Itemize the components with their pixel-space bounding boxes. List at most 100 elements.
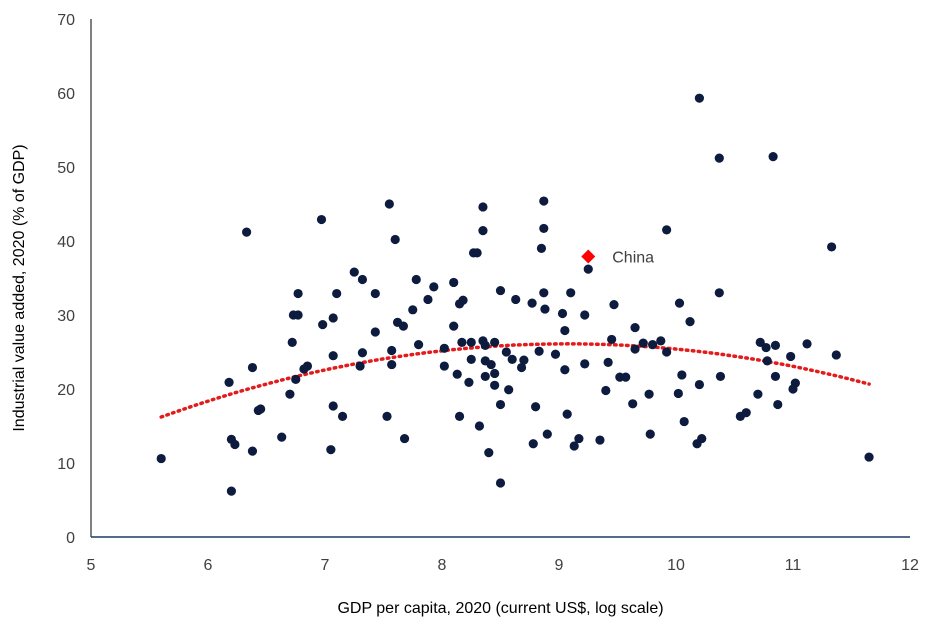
data-point — [464, 377, 474, 387]
data-point — [277, 432, 287, 442]
y-tick-label: 50 — [57, 160, 75, 177]
data-point — [773, 399, 783, 410]
data-point — [662, 225, 672, 235]
data-point — [527, 298, 537, 308]
x-axis-title: GDP per capita, 2020 (current US$, log s… — [337, 600, 663, 617]
data-point — [560, 325, 570, 336]
data-point — [715, 371, 726, 382]
data-point — [539, 196, 549, 206]
data-point — [449, 321, 459, 331]
data-point — [768, 152, 778, 162]
data-point — [638, 338, 648, 348]
data-point — [516, 362, 527, 373]
data-point — [694, 379, 705, 390]
data-point — [630, 344, 640, 354]
data-point — [714, 288, 724, 298]
data-point — [662, 347, 672, 357]
data-point — [677, 370, 687, 380]
data-point — [452, 369, 462, 379]
data-point — [786, 351, 796, 362]
data-point — [328, 351, 338, 361]
x-tick-label: 7 — [321, 557, 330, 574]
data-point — [480, 340, 490, 350]
data-point — [566, 288, 576, 298]
data-point — [484, 448, 494, 458]
data-point — [495, 285, 506, 296]
data-point — [337, 411, 348, 421]
data-point — [741, 408, 751, 418]
china-label: China — [612, 250, 654, 267]
data-point — [291, 374, 301, 384]
data-point — [328, 313, 338, 323]
y-axis-title: Industrial value added, 2020 (% of GDP) — [11, 144, 28, 431]
data-point — [519, 355, 529, 365]
data-point — [316, 214, 327, 225]
data-point — [293, 288, 303, 299]
y-tick-label: 40 — [57, 234, 75, 251]
data-point — [285, 389, 295, 399]
data-point — [714, 153, 724, 163]
data-point — [864, 452, 874, 462]
data-point — [382, 411, 392, 421]
data-point — [256, 404, 266, 414]
data-point — [457, 337, 467, 347]
data-point — [224, 377, 234, 387]
data-point — [466, 354, 476, 364]
data-point — [472, 248, 482, 258]
data-point — [495, 478, 506, 488]
data-point — [411, 274, 421, 285]
data-point — [621, 372, 631, 382]
y-tick-labels: 0 10 20 30 40 50 60 70 — [57, 12, 75, 547]
trendline-path — [159, 342, 871, 419]
trendline — [159, 342, 871, 419]
y-tick-label: 20 — [57, 382, 75, 399]
x-tick-label: 9 — [555, 557, 564, 574]
data-point — [398, 321, 408, 331]
data-point — [370, 327, 380, 337]
data-point — [531, 402, 541, 412]
data-point — [332, 288, 342, 299]
y-tick-label: 0 — [66, 530, 75, 547]
data-point — [318, 320, 328, 330]
y-tick-label: 60 — [57, 86, 75, 103]
data-point — [486, 359, 496, 370]
data-point — [753, 389, 763, 399]
data-point — [539, 223, 549, 234]
data-point — [542, 429, 552, 439]
data-point — [429, 282, 439, 292]
data-point — [370, 288, 380, 299]
data-point — [399, 433, 410, 444]
data-point — [831, 350, 841, 360]
data-point — [827, 242, 837, 252]
data-point — [490, 368, 500, 379]
x-tick-label: 12 — [901, 557, 919, 574]
data-point — [490, 337, 500, 347]
data-point — [387, 359, 397, 370]
data-point — [293, 310, 303, 320]
data-point — [557, 308, 568, 319]
data-point — [387, 345, 397, 356]
data-point — [408, 305, 418, 315]
x-tick-labels: 5 6 7 8 9 10 11 12 — [87, 557, 919, 574]
data-point — [357, 348, 368, 358]
x-tick-label: 6 — [204, 557, 213, 574]
data-point — [674, 298, 685, 308]
x-tick-label: 10 — [667, 557, 685, 574]
data-point — [247, 362, 258, 373]
data-point — [574, 433, 584, 444]
data-point — [609, 300, 619, 310]
data-point — [439, 343, 449, 353]
x-tick-label: 5 — [87, 557, 96, 574]
data-point — [495, 399, 506, 410]
data-point — [504, 385, 514, 395]
data-point — [539, 288, 549, 298]
data-point — [355, 361, 365, 371]
data-point — [528, 439, 538, 449]
data-point — [770, 340, 781, 350]
x-tick-label: 11 — [785, 557, 802, 574]
china-marker — [581, 249, 596, 264]
data-point — [770, 371, 781, 382]
data-point — [507, 354, 517, 364]
data-point — [534, 346, 544, 356]
data-point — [511, 294, 521, 305]
